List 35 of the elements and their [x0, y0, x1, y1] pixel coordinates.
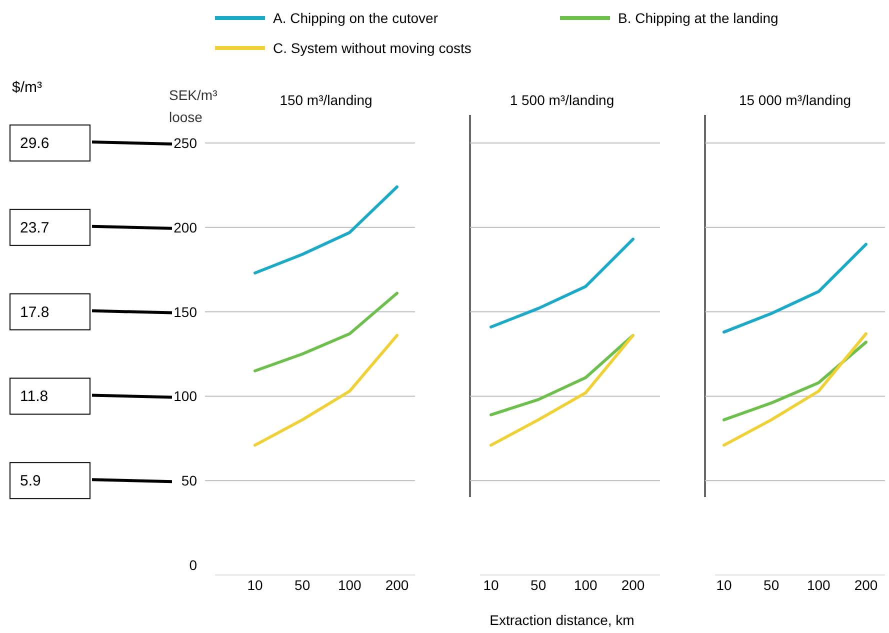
text: $/m³: [12, 79, 42, 96]
text: 23.7: [20, 219, 50, 236]
text: 29.6: [20, 135, 50, 152]
y-tick-label: 100: [174, 388, 198, 404]
y-tick-label: 150: [174, 304, 198, 320]
x-tick-label: 200: [854, 577, 878, 593]
y-axis-title: SEK/m³ loose: [169, 87, 218, 125]
x-tick-label: 100: [806, 577, 831, 593]
x-tick-label: 10: [483, 577, 499, 593]
legend-label: C. System without moving costs: [273, 40, 472, 56]
legend-label: A. Chipping on the cutover: [273, 10, 438, 26]
chart-title: 150 m³/landing: [280, 92, 372, 108]
y-tick-label: 0: [189, 557, 198, 573]
line-series: [254, 292, 398, 372]
x-tick-label: 50: [764, 577, 780, 593]
chart-title: 1 500 m³/landing: [510, 92, 614, 108]
line-series: [254, 334, 398, 447]
x-tick-label: 200: [621, 577, 645, 593]
text: 5.9: [20, 472, 41, 490]
line-series: [254, 185, 398, 274]
x-tick-label: 100: [338, 577, 362, 593]
x-tick-label: 10: [247, 577, 263, 593]
x-axis-title: Extraction distance, km: [490, 612, 634, 628]
y-tick-label: 200: [174, 219, 198, 236]
x-tick-label: 10: [716, 577, 732, 593]
y-tick-label: 250: [174, 135, 198, 151]
x-tick-label: 50: [294, 577, 310, 593]
text: 17.8: [20, 304, 50, 321]
text: 11.8: [20, 388, 48, 406]
x-tick-label: 100: [574, 577, 598, 593]
legend-label: B. Chipping at the landing: [618, 10, 778, 26]
y-tick-label: 50: [181, 472, 198, 489]
x-tick-label: 200: [385, 577, 409, 593]
x-tick-label: 50: [530, 577, 546, 593]
chart-title: 15 000 m³/landing: [738, 92, 852, 108]
